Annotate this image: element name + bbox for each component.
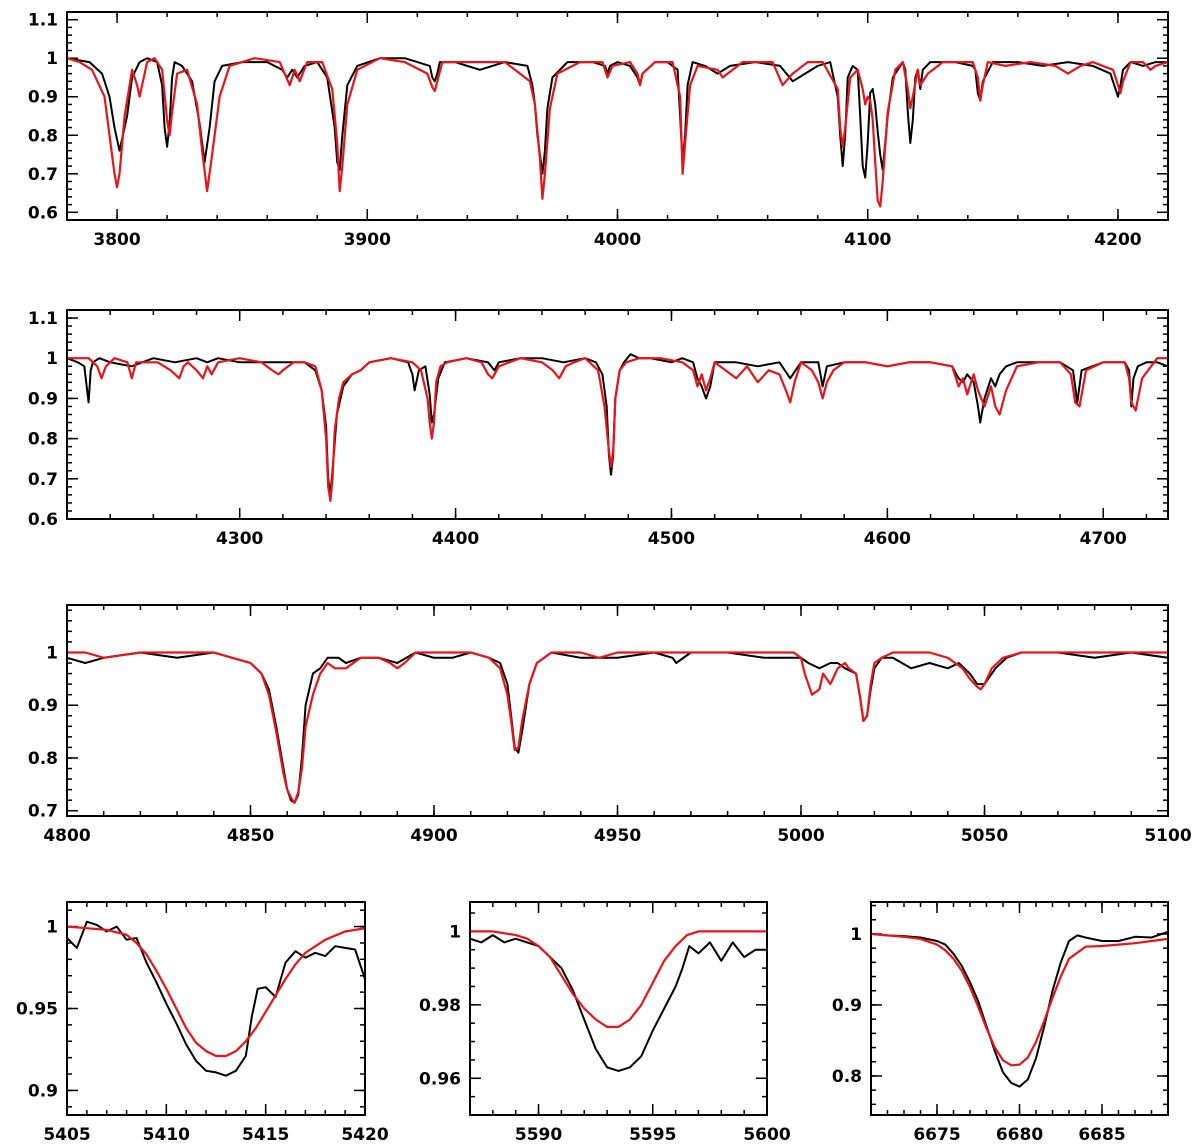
- x-tick-label: 5590: [515, 1125, 562, 1145]
- y-tick-label: 0.9: [28, 696, 58, 716]
- x-tick-label: 4800: [43, 826, 90, 846]
- x-tick-label: 5600: [743, 1125, 790, 1145]
- observed-spectrum-line: [67, 353, 1168, 496]
- y-tick-label: 0.9: [28, 389, 58, 409]
- model-spectrum-line: [871, 932, 1168, 1067]
- y-tick-label: 0.9: [28, 88, 58, 108]
- plot-frame: [66, 901, 366, 1116]
- observed-spectrum-line: [470, 934, 767, 1072]
- model-spectrum-line: [67, 57, 1168, 208]
- spectrum-panel-3: 4800 4850 4900 4950 5000 5050 5100 0.7 0.8 0.9 1: [28, 604, 1192, 846]
- x-tick-label: 5420: [341, 1125, 388, 1145]
- x-tick-label: 4850: [227, 826, 274, 846]
- y-tick-label: 0.8: [832, 1067, 862, 1087]
- y-tick-label: 0.95: [16, 1000, 58, 1020]
- x-tick-label: 4400: [432, 529, 479, 549]
- plot-area: [67, 651, 1168, 804]
- y-tick-label: 1: [46, 643, 58, 663]
- spectrum-panel-5: 5590 5595 5600 0.96 0.98 1: [419, 901, 791, 1145]
- y-tick-label: 1.1: [28, 11, 58, 31]
- y-tick-label: 0.96: [419, 1069, 461, 1089]
- x-tick-label: 5100: [1144, 826, 1191, 846]
- x-tick-label: 4500: [648, 529, 695, 549]
- x-tick-label: 4900: [410, 826, 457, 846]
- y-tick-label: 0.6: [28, 203, 58, 223]
- y-tick-label: 0.9: [832, 996, 862, 1016]
- y-tick-label: 0.8: [28, 749, 58, 769]
- spectrum-panel-2: 4300 4400 4500 4600 4700 0.6 0.7 0.8 0.9 1 1.1: [28, 309, 1169, 549]
- x-tick-label: 5595: [629, 1125, 676, 1145]
- x-tick-label: 3900: [344, 230, 391, 250]
- y-tick-label: 1.1: [28, 309, 58, 329]
- x-tick-label: 4100: [844, 230, 891, 250]
- y-tick-label: 0.8: [28, 430, 58, 450]
- x-tick-label: 5050: [961, 826, 1008, 846]
- model-spectrum-line: [67, 925, 365, 1058]
- x-tick-label: 3800: [93, 230, 140, 250]
- x-tick-label: 4200: [1094, 230, 1141, 250]
- spectrum-panel-1: 3800 3900 4000 4100 4200 0.6 0.7 0.8 0.9 1 1.1: [28, 11, 1169, 250]
- model-spectrum-line: [67, 651, 1168, 804]
- y-tick-label: 0.7: [28, 165, 58, 185]
- y-tick-label: 0.6: [28, 510, 58, 530]
- observed-spectrum-line: [871, 930, 1168, 1088]
- x-tick-label: 4000: [594, 230, 641, 250]
- x-tick-label: 6680: [996, 1125, 1043, 1145]
- observed-spectrum-line: [67, 651, 1168, 804]
- model-spectrum-line: [67, 357, 1168, 502]
- plot-frame: [66, 309, 1169, 520]
- y-tick-label: 0.9: [28, 1081, 58, 1101]
- model-spectrum-line: [470, 930, 767, 1029]
- observed-spectrum-line: [67, 920, 365, 1077]
- x-tick-label: 4600: [864, 529, 911, 549]
- plot-frame: [469, 901, 768, 1116]
- y-tick-label: 0.7: [28, 470, 58, 490]
- plot-area: [871, 930, 1168, 1088]
- plot-frame: [66, 11, 1169, 221]
- y-tick-label: 1: [46, 349, 58, 369]
- y-tick-label: 0.98: [419, 996, 461, 1016]
- y-tick-label: 1: [850, 925, 862, 945]
- x-tick-label: 4300: [216, 529, 263, 549]
- x-tick-label: 5000: [777, 826, 824, 846]
- x-tick-label: 4950: [594, 826, 641, 846]
- plot-frame: [66, 604, 1169, 817]
- x-tick-label: 5415: [242, 1125, 289, 1145]
- x-tick-label: 4700: [1080, 529, 1127, 549]
- observed-spectrum-line: [67, 57, 1168, 179]
- y-tick-label: 1: [449, 922, 461, 942]
- y-tick-label: 1: [46, 49, 58, 69]
- plot-area: [67, 353, 1168, 502]
- y-tick-label: 0.8: [28, 126, 58, 146]
- y-tick-label: 1: [46, 918, 58, 938]
- plot-area: [67, 57, 1168, 208]
- x-tick-label: 5405: [43, 1125, 90, 1145]
- plot-area: [67, 920, 365, 1077]
- plot-frame: [870, 901, 1169, 1116]
- spectrum-panel-4: 5405 5410 5415 5420 0.9 0.95 1: [16, 901, 389, 1145]
- plot-area: [470, 930, 767, 1072]
- spectrum-panel-6: 6675 6680 6685 0.8 0.9 1: [832, 901, 1169, 1145]
- x-tick-label: 5410: [143, 1125, 190, 1145]
- y-tick-label: 0.7: [28, 802, 58, 822]
- x-tick-label: 6675: [913, 1125, 960, 1145]
- x-tick-label: 6685: [1078, 1125, 1125, 1145]
